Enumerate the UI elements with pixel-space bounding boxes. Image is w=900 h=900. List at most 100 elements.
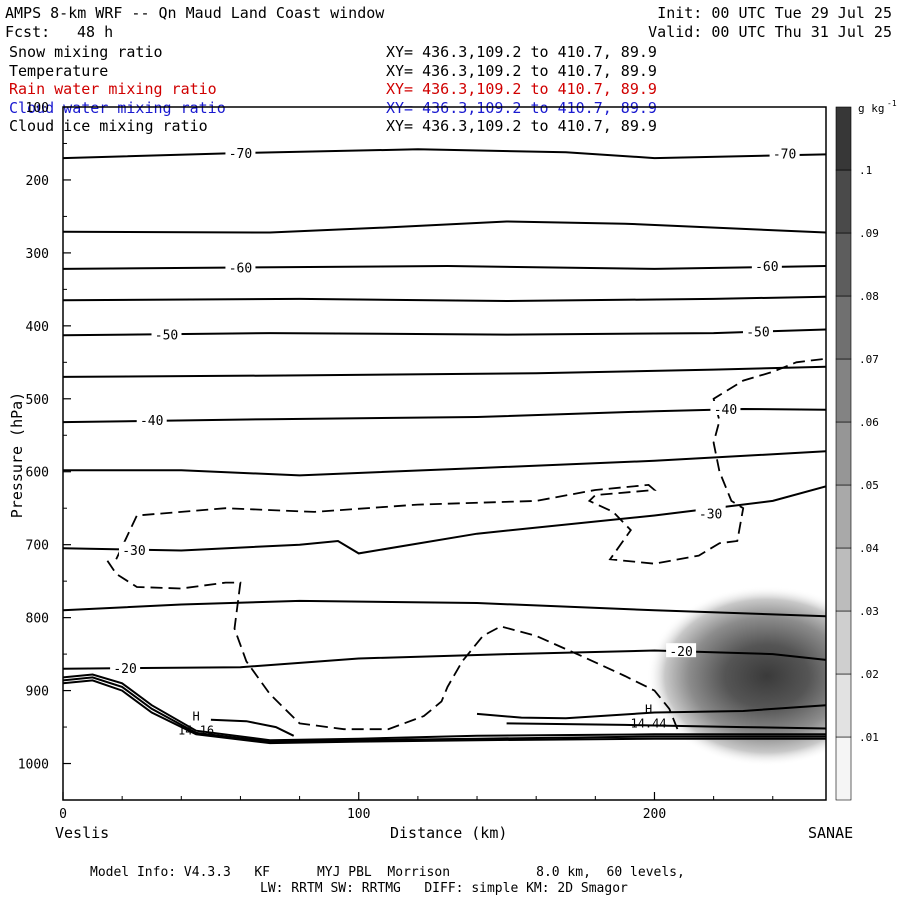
temperature-contour <box>63 365 826 378</box>
contour-label-bg <box>751 258 782 273</box>
contour-label-bg <box>742 323 773 338</box>
colorbar-tick-label: .08 <box>859 290 879 303</box>
y-axis-label: Pressure (hPa) <box>8 391 26 519</box>
surface-contour <box>476 704 826 720</box>
y-tick-label: 600 <box>26 466 49 481</box>
contour-label: -60 <box>755 260 778 275</box>
y-tick-label: 800 <box>26 612 49 627</box>
surface-contour <box>506 722 826 730</box>
colorbar-bin <box>835 673 852 738</box>
surface-contour <box>63 673 826 742</box>
field-name: Cloud ice mixing ratio <box>9 117 208 135</box>
temperature-contour <box>63 220 826 234</box>
field-name: Temperature <box>9 61 109 80</box>
x-axis-label: Distance (km) <box>390 824 508 842</box>
colorbar-unit: g kg <box>858 102 885 115</box>
colorbar-bin <box>835 547 852 612</box>
field-xy: XY= 436.3,109.2 to 410.7, 89.9 <box>386 61 657 80</box>
colorbar-tick-label: .03 <box>859 605 879 618</box>
x-tick-label: 0 <box>59 807 67 822</box>
temperature-contour <box>63 148 826 160</box>
field-xy: XY= 436.3,109.2 to 410.7, 89.9 <box>386 117 657 135</box>
temperature-contour <box>63 599 826 618</box>
temperature-contour <box>63 407 826 424</box>
contour-label: -50 <box>155 329 178 344</box>
x-tick-label: 100 <box>347 807 370 822</box>
high-value: 14.16 <box>178 724 214 738</box>
colorbar-bin <box>835 421 852 486</box>
surface-contour <box>63 679 826 745</box>
y-tick-label: 400 <box>26 320 49 335</box>
colorbar-tick-label: .06 <box>859 416 879 429</box>
forecast-hours: 48 h <box>77 23 114 41</box>
y-tick-label: 900 <box>26 685 49 700</box>
field-name: Snow mixing ratio <box>9 43 163 61</box>
high-marker: H <box>192 710 199 724</box>
colorbar-tick-label: .07 <box>859 353 879 366</box>
y-tick-label: 500 <box>26 393 49 408</box>
contour-label: -60 <box>229 261 252 276</box>
colorbar-bin <box>835 358 852 423</box>
contour-label-bg <box>666 643 697 658</box>
contour-label: -40 <box>140 414 163 429</box>
contour-label-bg <box>225 144 256 159</box>
temperature-contour <box>63 450 826 477</box>
contour-label-bg <box>225 259 256 274</box>
cloud-ice-contour <box>106 560 679 732</box>
colorbar-tick-label: .05 <box>859 479 879 492</box>
temperature-contour <box>63 295 826 303</box>
colorbar-bin <box>835 484 852 549</box>
temperature-contour <box>63 649 826 670</box>
right-endpoint-label: SANAE <box>808 824 854 842</box>
colorbar-bin <box>835 295 852 360</box>
contour-label: -20 <box>669 645 692 660</box>
y-tick-label: 100 <box>26 101 49 116</box>
forecast-label: Fcst: <box>5 23 51 41</box>
contour-label: -30 <box>699 507 722 522</box>
plot-frame <box>62 106 827 801</box>
colorbar-tick-label: .04 <box>859 542 879 555</box>
temperature-contour <box>63 264 826 270</box>
colorbar-tick-label: .02 <box>859 668 879 681</box>
contour-label: -40 <box>714 403 737 418</box>
chart-title: AMPS 8-km WRF -- Qn Maud Land Coast wind… <box>5 4 385 22</box>
field-xy: XY= 436.3,109.2 to 410.7, 89.9 <box>386 80 657 98</box>
y-tick-label: 200 <box>26 174 49 189</box>
colorbar-bin <box>835 232 852 297</box>
contour-label-bg <box>151 326 182 341</box>
contour-label-bg <box>110 659 141 674</box>
colorbar-tick-label: .1 <box>859 164 872 177</box>
colorbar-bin <box>835 610 852 675</box>
high-marker: H <box>645 702 652 716</box>
contour-label-bg <box>136 411 167 426</box>
contour-label-bg <box>769 145 800 160</box>
field-xy: XY= 436.3,109.2 to 410.7, 89.9 <box>386 43 657 61</box>
valid-time: Valid: 00 UTC Thu 31 Jul 25 <box>648 23 892 41</box>
contour-label-bg <box>118 541 149 556</box>
temperature-contour <box>63 485 826 555</box>
cloud-ice-contour <box>115 357 826 565</box>
y-tick-label: 1000 <box>18 758 49 773</box>
surface-contour <box>210 718 295 737</box>
y-tick-label: 300 <box>26 247 49 262</box>
colorbar-tick-label: .09 <box>859 227 879 240</box>
contour-label: -30 <box>122 544 145 559</box>
surface-contour <box>63 676 826 743</box>
snow-mixing-ratio-shading <box>646 586 826 766</box>
contour-label: -50 <box>746 326 769 341</box>
contour-label-bg <box>695 505 726 520</box>
contour-label: -20 <box>113 662 136 677</box>
high-value: 14.44 <box>630 716 666 730</box>
left-endpoint-label: Veslis <box>55 824 110 842</box>
colorbar-bin <box>835 736 852 801</box>
colorbar-bin <box>835 106 852 171</box>
colorbar-bin <box>835 169 852 234</box>
colorbar-tick-label: .01 <box>859 731 879 744</box>
model-physics: LW: RRTM SW: RRTMG DIFF: simple KM: 2D S… <box>260 881 628 896</box>
y-tick-label: 700 <box>26 539 49 554</box>
contour-label: -70 <box>229 147 252 162</box>
field-name: Rain water mixing ratio <box>9 80 217 98</box>
x-tick-label: 200 <box>643 807 666 822</box>
model-info: Model Info: V4.3.3 KF MYJ PBL Morrison 8… <box>90 865 685 880</box>
